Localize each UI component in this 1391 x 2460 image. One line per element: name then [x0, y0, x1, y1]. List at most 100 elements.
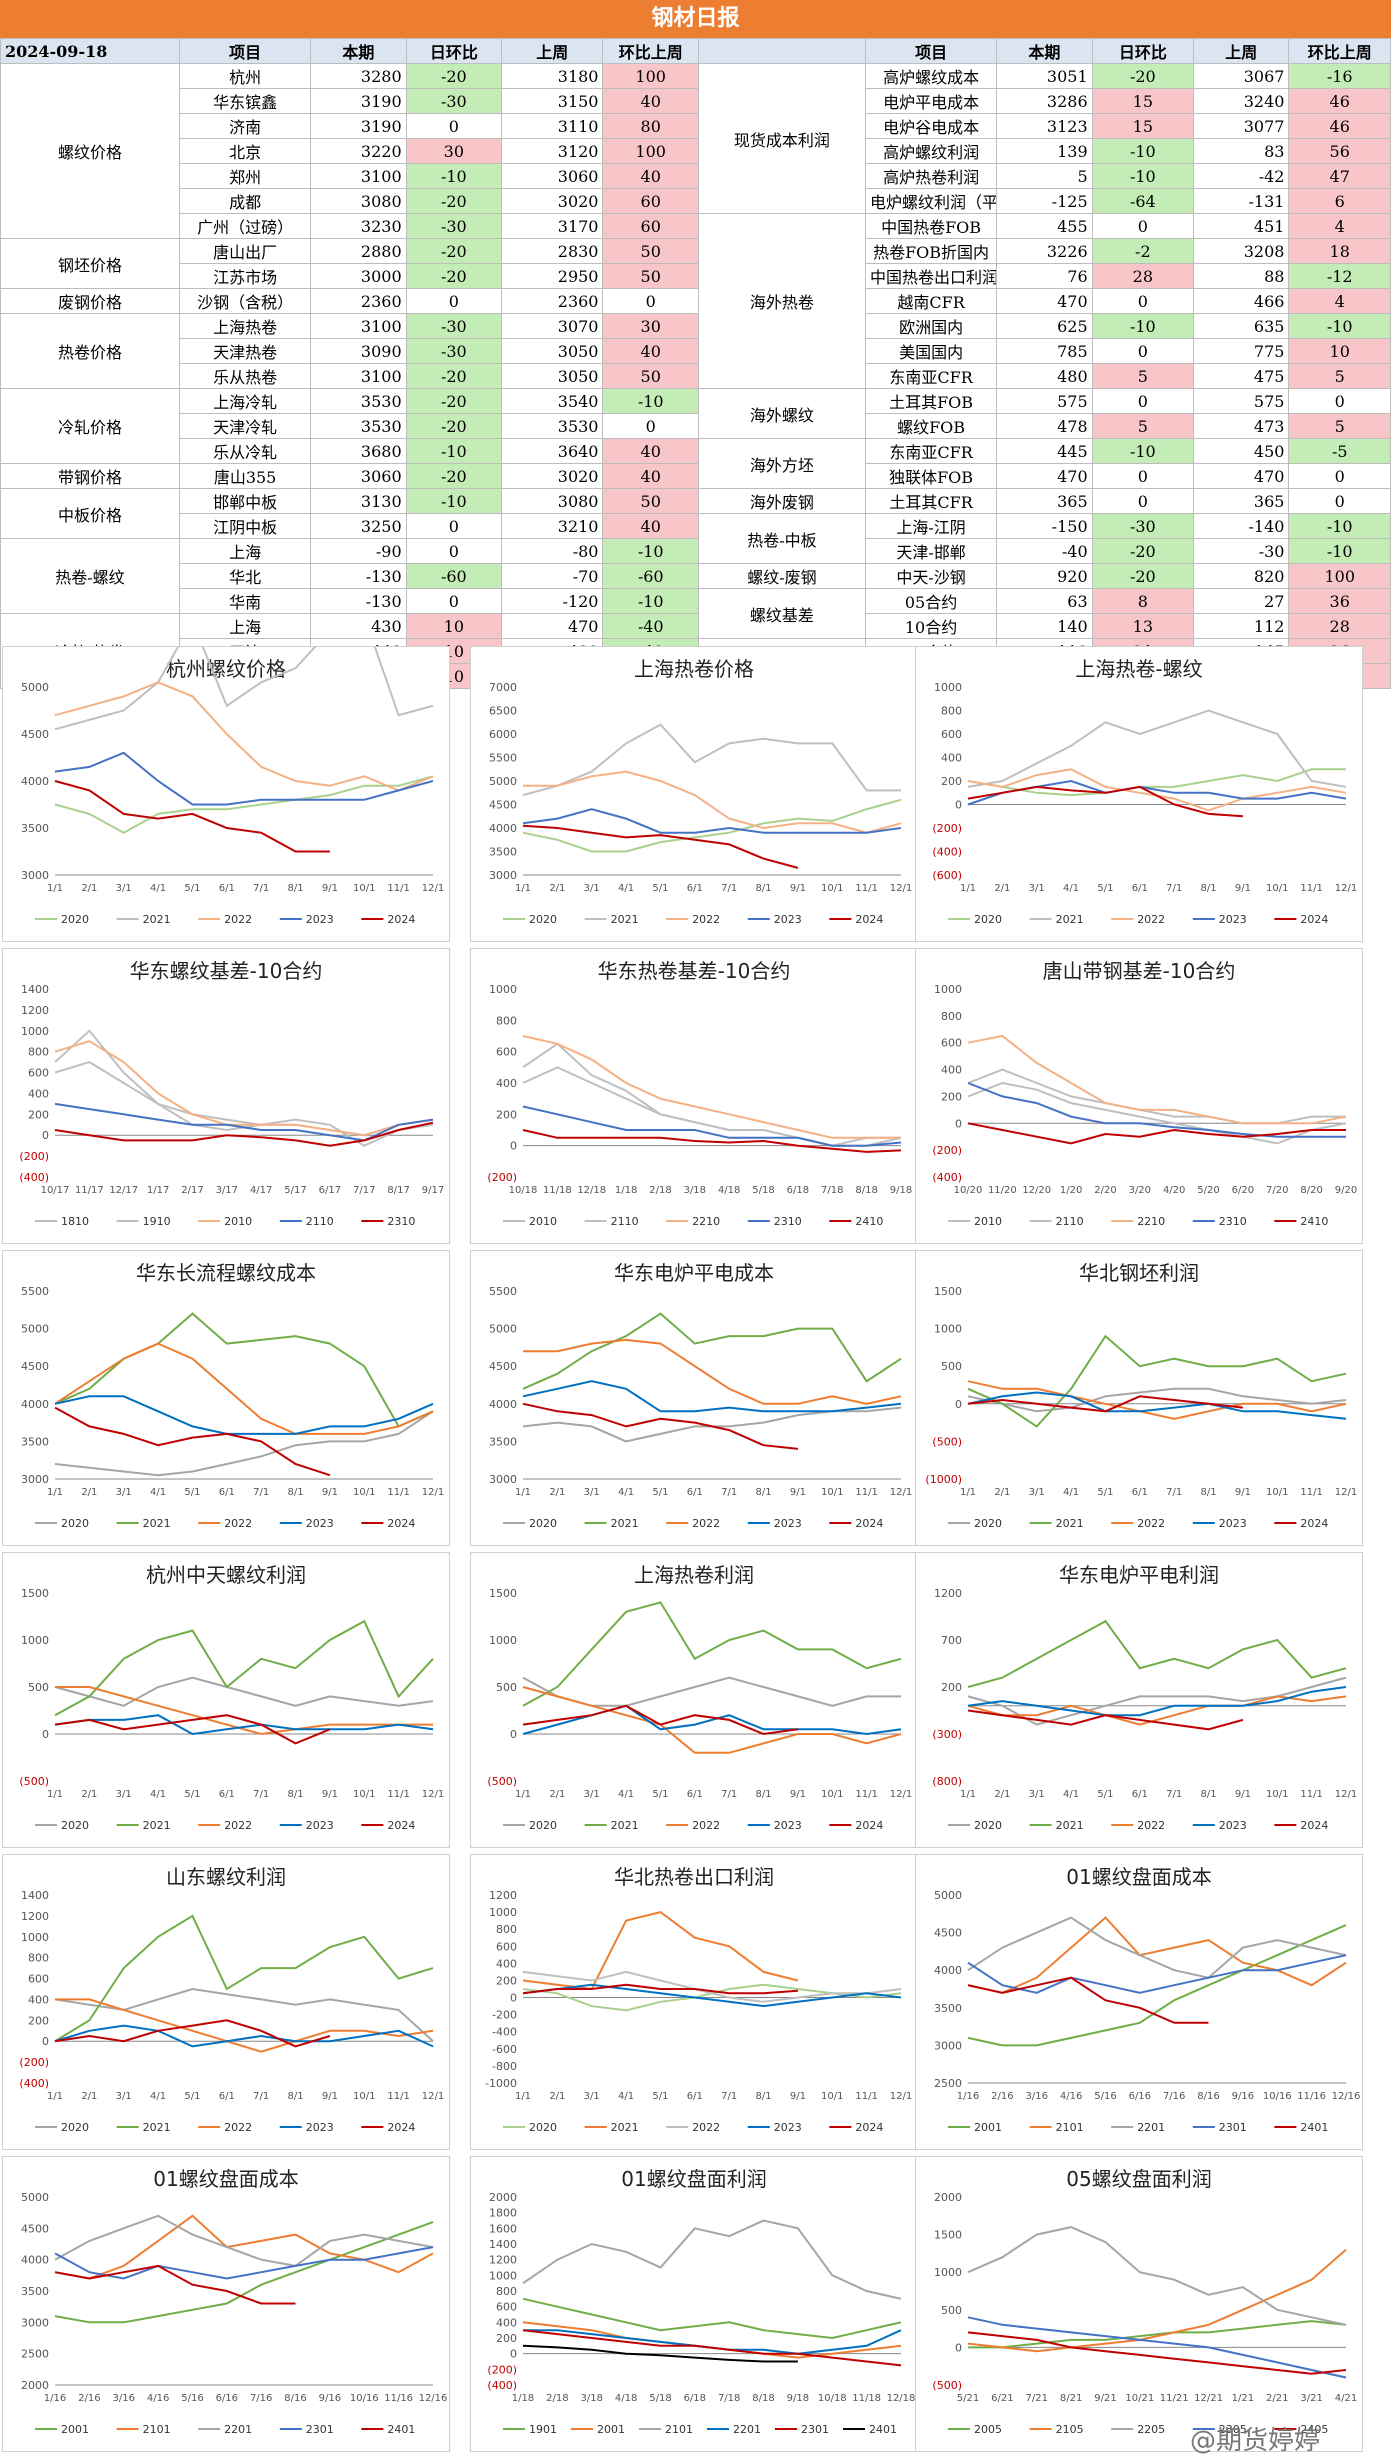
last-week-value: -30 [1193, 538, 1290, 564]
legend-label: 2023 [1219, 1517, 1247, 1530]
legend-label: 1901 [529, 2423, 557, 2436]
legend-label: 2024 [1300, 1819, 1328, 1832]
x-tick-label: 7/18 [718, 2393, 740, 2404]
x-tick-label: 4/1 [150, 1487, 166, 1498]
x-tick-label: 11/1 [387, 883, 409, 894]
weekly-change: 30 [602, 313, 699, 339]
chart-svg: (500) 0 500 1000 1500 2000 5/21 6/21 7/21 8/21 9/2… [932, 2191, 1357, 2436]
x-tick-label: 2/1 [81, 2091, 97, 2102]
legend-label: 2024 [387, 1819, 415, 1832]
legend-label: 2024 [387, 2121, 415, 2134]
item-name: 上海 [178, 613, 312, 639]
weekly-change: 56 [1288, 138, 1391, 164]
weekly-change: 40 [602, 338, 699, 364]
y-tick-label: (500) [19, 1775, 49, 1788]
weekly-change: -10 [1288, 538, 1391, 564]
series-line-2101 [522, 2219, 902, 2300]
item-name: 北京 [178, 138, 312, 164]
x-tick-label: 8/1 [755, 1789, 771, 1800]
x-tick-label: 8/18 [752, 2393, 774, 2404]
last-week-value: 3050 [501, 363, 604, 389]
x-tick-label: 7/1 [721, 883, 737, 894]
legend-label: 2021 [1056, 1819, 1084, 1832]
weekly-change: 4 [1288, 213, 1391, 239]
x-tick-label: 11/1 [387, 1789, 409, 1800]
x-tick-label: 10/1 [353, 883, 375, 894]
x-tick-label: 12/1 [890, 1789, 912, 1800]
category-label: 螺纹-废钢 [697, 563, 866, 589]
x-tick-label: 12/1 [1335, 1487, 1357, 1498]
daily-change: -30 [405, 313, 503, 339]
legend-label: 2210 [692, 1215, 720, 1228]
x-tick-label: 4/1 [1063, 883, 1079, 894]
daily-change: -2 [1091, 238, 1195, 264]
legend-label: 2405 [1300, 2423, 1328, 2436]
x-tick-label: 7/20 [1266, 1185, 1288, 1196]
x-tick-label: 3/1 [116, 883, 132, 894]
item-name: 独联体FOB [864, 463, 998, 489]
weekly-change: 0 [1288, 463, 1391, 489]
item-name: 杭州 [178, 63, 312, 89]
weekly-change: 40 [602, 88, 699, 114]
category-label: 中板价格 [0, 488, 180, 539]
current-value: -130 [310, 563, 407, 589]
x-tick-label: 5/1 [1097, 1789, 1113, 1800]
series-line-2022 [967, 1695, 1347, 1726]
y-tick-label: 200 [496, 1108, 517, 1121]
x-tick-label: 6/1 [1132, 1487, 1148, 1498]
current-value: 3090 [310, 338, 407, 364]
x-tick-label: 3/1 [116, 2091, 132, 2102]
x-tick-label: 12/1 [890, 1487, 912, 1498]
chart-title: 华东电炉平电利润 [1059, 1563, 1219, 1587]
series-line-2405 [967, 2331, 1347, 2375]
series-line-2020 [522, 798, 902, 853]
x-tick-label: 8/20 [1300, 1185, 1322, 1196]
series-line-2020 [967, 768, 1346, 797]
series-line-2101 [967, 1916, 1347, 1994]
x-tick-label: 4/16 [1060, 2091, 1082, 2102]
x-tick-label: 9/1 [322, 1789, 338, 1800]
x-tick-label: 1/20 [1060, 1185, 1082, 1196]
x-tick-label: 4/1 [150, 1789, 166, 1800]
current-value: 3051 [996, 63, 1093, 89]
x-tick-label: 5/1 [184, 1789, 200, 1800]
series-line-2023 [522, 808, 902, 834]
item-name: 电炉螺纹利润（平电） [864, 188, 998, 214]
daily-change: -30 [405, 213, 503, 239]
y-tick-label: (1000) [925, 1473, 962, 1486]
x-tick-label: 1/1 [515, 2091, 531, 2102]
x-tick-label: 12/1 [422, 1789, 444, 1800]
series-line-2021 [967, 709, 1347, 788]
x-tick-label: 8/1 [1200, 883, 1216, 894]
series-line-2021 [522, 1911, 799, 1991]
legend-label: 2022 [224, 2121, 252, 2134]
chart-panel: 上海热卷利润 (500) 0 500 1000 1500 1/1 2/1 3/1 4/1 5/1 6/… [470, 1552, 918, 1848]
x-tick-label: 3/1 [584, 2091, 600, 2102]
last-week-value: 3120 [501, 138, 604, 164]
x-tick-label: 9/1 [790, 883, 806, 894]
item-name: 郑州 [178, 163, 312, 189]
last-week-value: 3060 [501, 163, 604, 189]
y-tick-label: (400) [487, 2379, 517, 2392]
daily-change: 0 [1091, 338, 1195, 364]
table-row: 广州（过磅） 3230 -30 3170 60 海外热卷 中国热卷FOB 455 0 451 4 [1, 213, 1391, 389]
y-tick-label: (200) [932, 1144, 962, 1157]
x-tick-label: 5/1 [1097, 883, 1113, 894]
y-tick-label: 2000 [21, 2379, 49, 2392]
x-tick-label: 6/1 [219, 883, 235, 894]
y-tick-label: 800 [28, 1046, 49, 1059]
series-line-2010 [522, 1042, 901, 1147]
weekly-change: -5 [1288, 438, 1391, 464]
weekly-change: 60 [602, 188, 699, 214]
series-line-2020 [522, 1406, 902, 1443]
series-line-2301 [54, 2246, 434, 2280]
x-tick-label: 10/1 [821, 1487, 843, 1498]
y-tick-label: 2500 [21, 2348, 49, 2361]
current-value: -150 [996, 513, 1093, 539]
x-tick-label: 2/1 [81, 1789, 97, 1800]
x-tick-label: 6/1 [1132, 1789, 1148, 1800]
x-tick-label: 9/1 [322, 2091, 338, 2102]
category-label: 螺纹基差 [697, 588, 866, 639]
y-tick-label: 5000 [21, 1323, 49, 1336]
daily-change: 0 [405, 588, 503, 614]
